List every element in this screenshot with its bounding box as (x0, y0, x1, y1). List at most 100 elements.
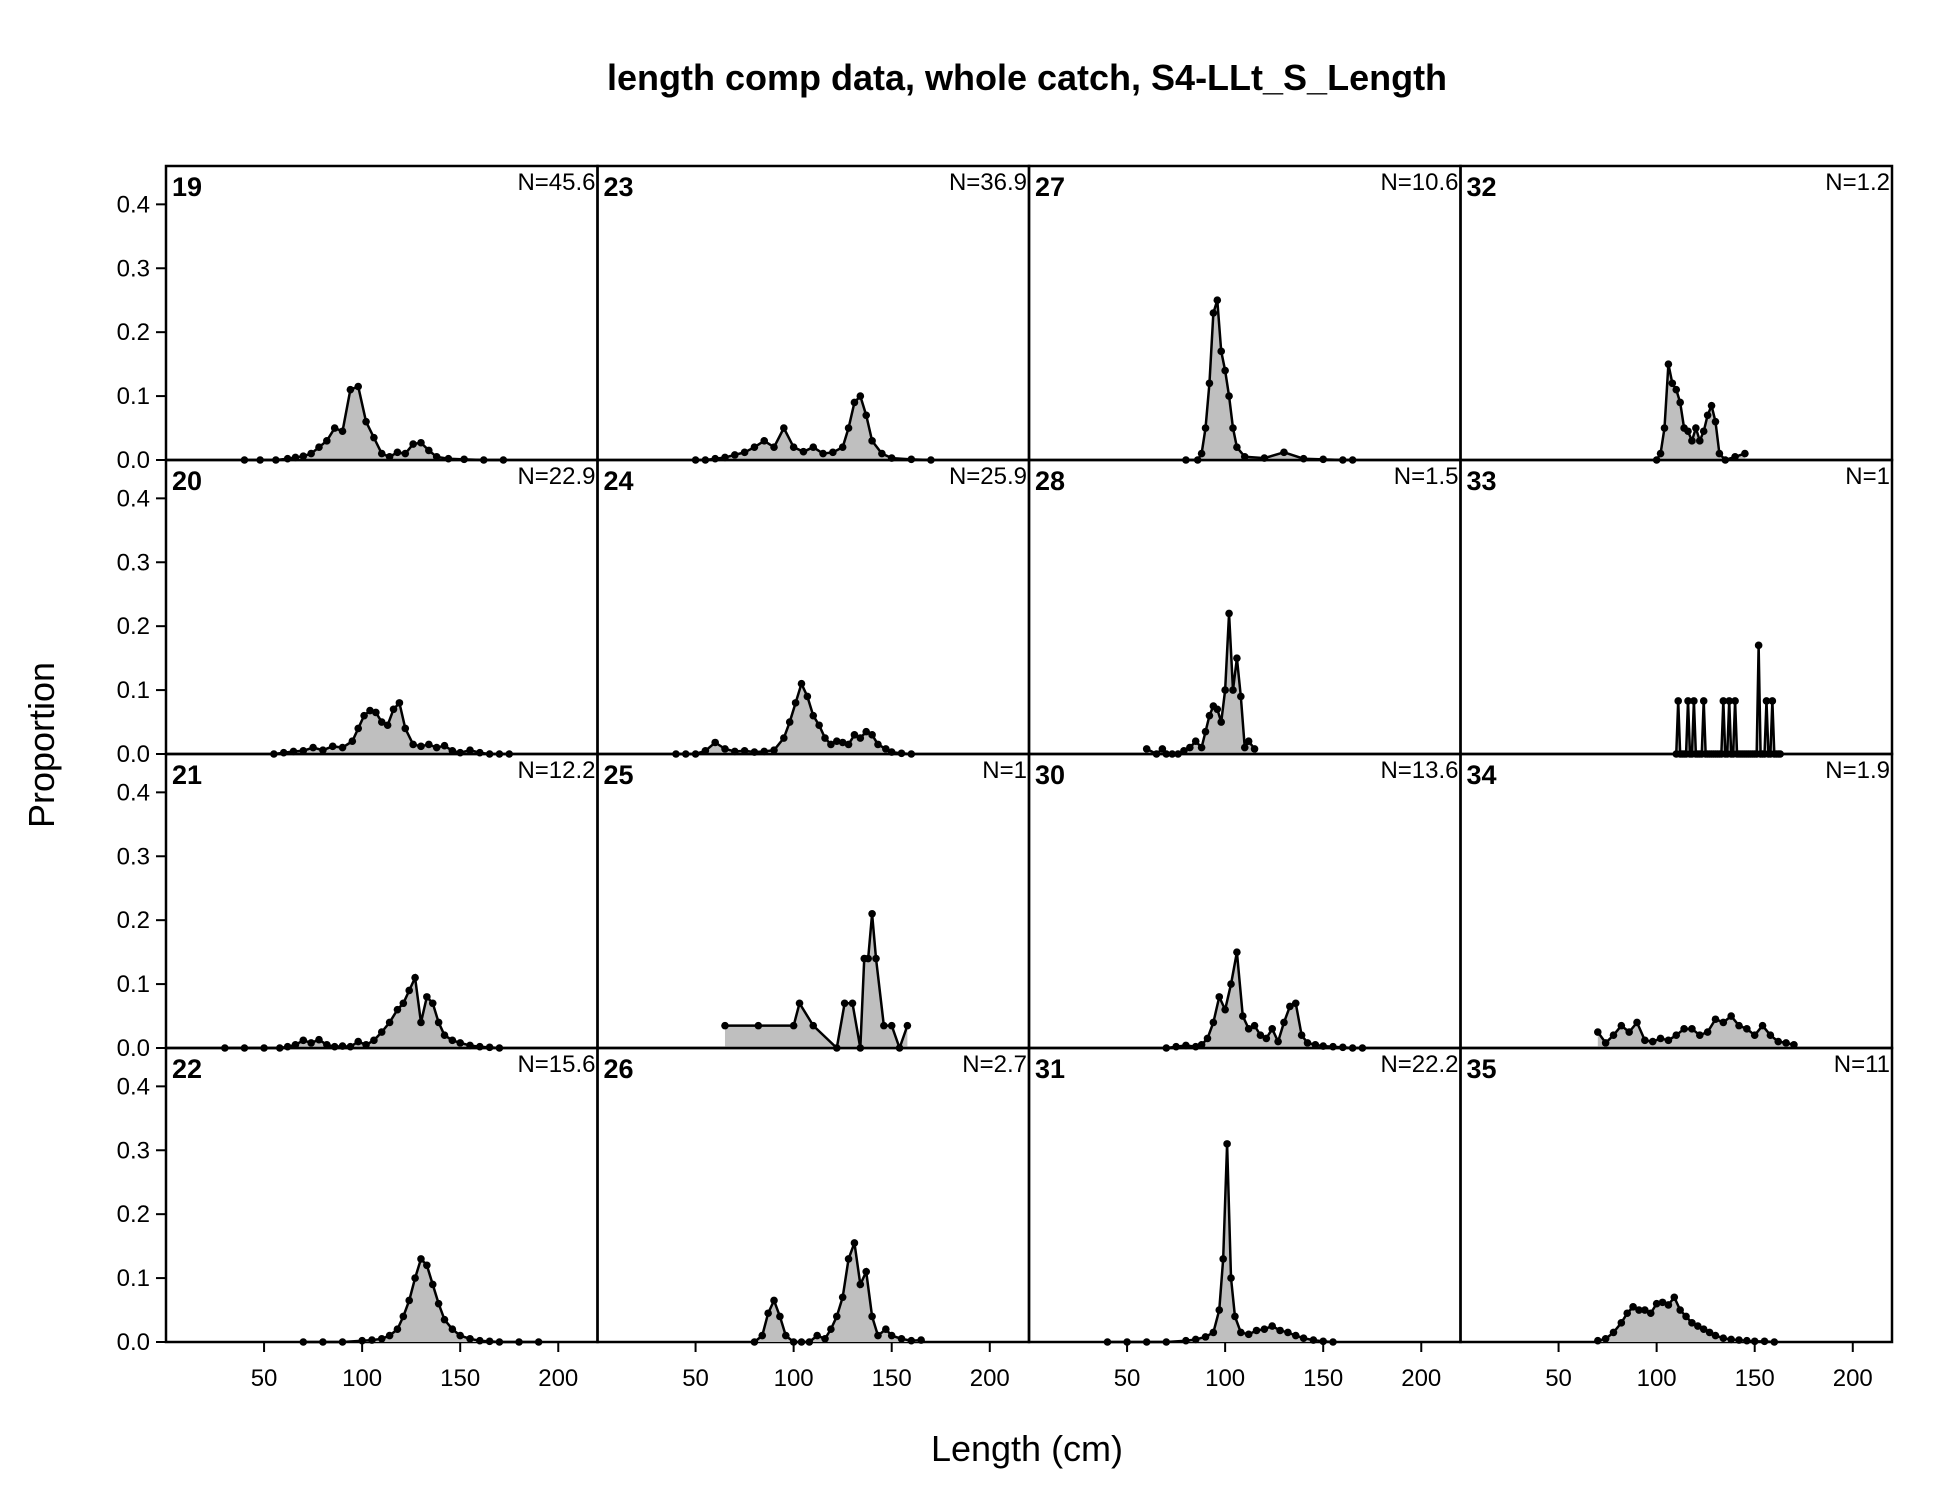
data-point (1635, 1306, 1643, 1314)
data-point (1240, 453, 1249, 461)
data-point (411, 973, 419, 982)
panel-frame (596, 458, 1031, 756)
data-point (1213, 296, 1222, 305)
data-point (1250, 745, 1259, 753)
panel-year-label: 32 (1467, 172, 1497, 202)
data-point (1705, 1328, 1714, 1337)
data-point (428, 1280, 437, 1289)
data-point (1743, 1025, 1751, 1033)
data-point (1201, 727, 1210, 736)
panel-frame (1027, 164, 1462, 462)
data-point (423, 1261, 431, 1270)
panel-n-label: N=10.6 (1380, 169, 1458, 196)
data-point (1754, 641, 1763, 650)
panel-year-label: 23 (604, 172, 634, 202)
data-point (1690, 697, 1698, 705)
data-point (368, 1336, 376, 1344)
panel-n-label: N=1.5 (1394, 463, 1459, 490)
data-point (283, 1042, 292, 1051)
panel-n-label: N=2.7 (962, 1051, 1027, 1078)
data-point (862, 1267, 871, 1276)
y-tick-label: 0.1 (117, 677, 150, 704)
data-point (1227, 980, 1235, 988)
data-point (409, 740, 417, 749)
data-point (1707, 401, 1716, 410)
data-point (1760, 1337, 1769, 1346)
data-point (850, 1239, 859, 1247)
data-point (1319, 1337, 1328, 1346)
data-point (1711, 1015, 1720, 1024)
data-point (1641, 1306, 1649, 1314)
panel-frame (164, 1046, 599, 1344)
data-point (754, 1021, 763, 1030)
panel-35: 35 N=11 50 100 150 200 (1459, 1046, 1894, 1392)
data-point (780, 734, 788, 742)
data-point (385, 1331, 394, 1340)
data-point (1172, 1042, 1180, 1051)
data-point (399, 1312, 408, 1321)
panel-frame (164, 752, 599, 1050)
data-point (1256, 1031, 1265, 1040)
data-point (476, 1042, 484, 1051)
data-point (377, 1028, 386, 1036)
data-point (789, 443, 798, 452)
data-point (1719, 1334, 1728, 1342)
data-point (330, 424, 339, 432)
data-point (1252, 1326, 1261, 1335)
data-point (432, 743, 441, 752)
panel-frame (1027, 458, 1462, 756)
y-tick-label: 0.4 (117, 1073, 150, 1100)
data-point (1692, 424, 1700, 432)
data-point (1284, 1328, 1292, 1337)
data-point (1766, 1031, 1775, 1040)
data-point (1601, 1335, 1610, 1343)
data-point (770, 746, 778, 754)
data-point (434, 1299, 443, 1308)
data-point (1750, 1031, 1759, 1040)
data-point (1684, 697, 1692, 705)
data-point (440, 1031, 449, 1040)
data-point (425, 446, 433, 455)
panel-frame (1459, 458, 1894, 756)
data-point (362, 417, 370, 426)
data-point (315, 443, 323, 452)
data-point (1658, 1298, 1667, 1307)
data-point (323, 437, 331, 445)
data-point (1625, 1028, 1633, 1036)
panel-frame (1027, 752, 1462, 1050)
panel-year-label: 30 (1035, 760, 1065, 790)
data-point (417, 742, 425, 751)
data-point (515, 1338, 523, 1346)
data-point (1197, 743, 1206, 752)
panel-31: 31 N=22.2 50 100 150 200 (1027, 1046, 1462, 1392)
x-tick-label: 150 (872, 1365, 912, 1392)
panel-frame (1027, 1046, 1462, 1344)
data-point (389, 705, 398, 714)
panel-n-label: N=1.2 (1825, 169, 1890, 196)
data-point (1223, 1140, 1231, 1148)
data-point (534, 1338, 543, 1346)
y-tick-label: 0.2 (117, 613, 150, 640)
data-point (399, 999, 408, 1008)
panel-21: 21 N=12.2 0.0 0.1 0.2 0.3 0.4 (117, 752, 599, 1062)
panel-year-label: 31 (1035, 1054, 1065, 1084)
y-tick-label: 0.0 (117, 1035, 150, 1062)
panel-20: 20 N=22.9 0.0 0.1 0.2 0.3 0.4 (117, 458, 599, 768)
data-point (1668, 379, 1677, 388)
data-point (821, 1335, 829, 1343)
data-point (1672, 1031, 1681, 1040)
data-point (758, 1331, 767, 1340)
data-point (444, 454, 453, 463)
data-point (279, 748, 288, 757)
data-point (338, 427, 347, 436)
data-point (785, 718, 794, 726)
panel-22: 22 N=15.6 0.0 0.1 0.2 0.3 0.4 50 100 150 200 (117, 1046, 599, 1392)
data-point (1244, 1330, 1253, 1339)
data-point (1741, 449, 1749, 458)
data-point (1329, 1042, 1337, 1051)
data-point (1182, 1336, 1190, 1345)
data-point (887, 1331, 896, 1340)
data-point (383, 721, 392, 730)
panel-area (244, 386, 504, 460)
data-point (1703, 411, 1712, 420)
